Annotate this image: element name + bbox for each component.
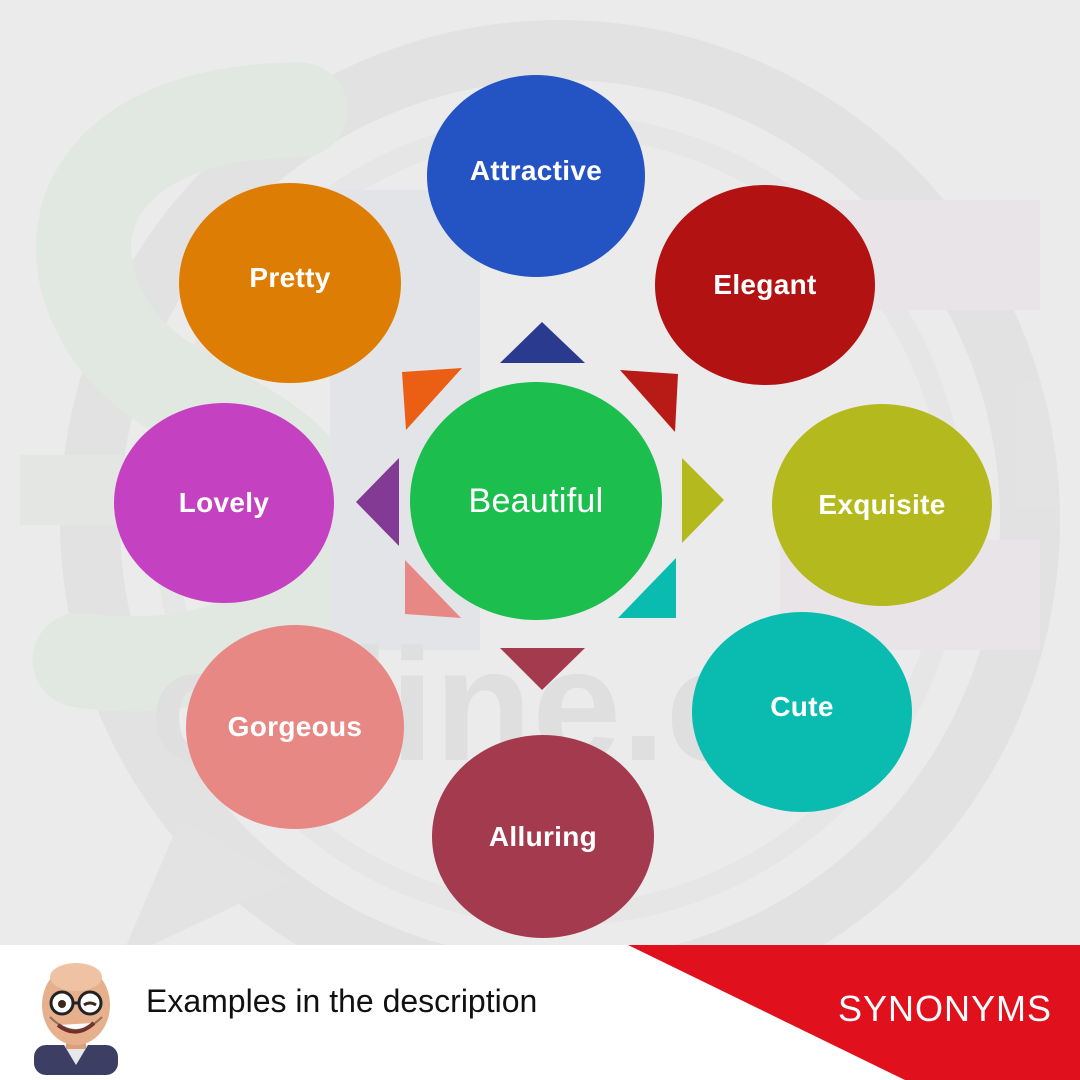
arrow-right — [682, 458, 724, 543]
arrow-bottom-left — [405, 560, 461, 618]
arrow-top-right — [620, 370, 678, 432]
synonym-label: Attractive — [469, 155, 603, 186]
synonym-label: Pretty — [249, 262, 331, 293]
synonym-label: Elegant — [713, 269, 817, 300]
arrow-bottom-right — [618, 558, 676, 618]
memoji-avatar-icon — [34, 963, 118, 1075]
synonym-node-alluring: Alluring — [432, 735, 654, 938]
synonym-node-gorgeous: Gorgeous — [186, 625, 404, 829]
arrow-top-left — [402, 368, 462, 430]
synonym-node-lovely: Lovely — [114, 403, 334, 603]
synonym-node-elegant: Elegant — [655, 185, 875, 385]
synonym-node-cute: Cute — [692, 612, 912, 812]
synonym-node-attractive: Attractive — [427, 75, 645, 277]
synonym-label: Lovely — [178, 487, 270, 518]
footer-banner: Examples in the description SYNONYMS — [0, 945, 1080, 1080]
arrow-left — [356, 458, 399, 546]
center-node: Beautiful — [410, 382, 662, 620]
synonym-label: Cute — [770, 691, 834, 722]
synonym-node-pretty: Pretty — [179, 183, 401, 383]
synonym-node-exquisite: Exquisite — [772, 404, 992, 606]
footer-accent-stripe — [628, 945, 1080, 1080]
synonym-label: Gorgeous — [227, 711, 363, 742]
center-label: Beautiful — [468, 481, 604, 520]
synonym-label: Exquisite — [818, 489, 946, 520]
footer-tag: SYNONYMS — [837, 988, 1052, 1029]
arrow-top — [500, 322, 585, 363]
arrow-bottom — [500, 648, 585, 690]
footer-caption: Examples in the description — [146, 983, 538, 1019]
synonym-label: Alluring — [488, 820, 598, 852]
